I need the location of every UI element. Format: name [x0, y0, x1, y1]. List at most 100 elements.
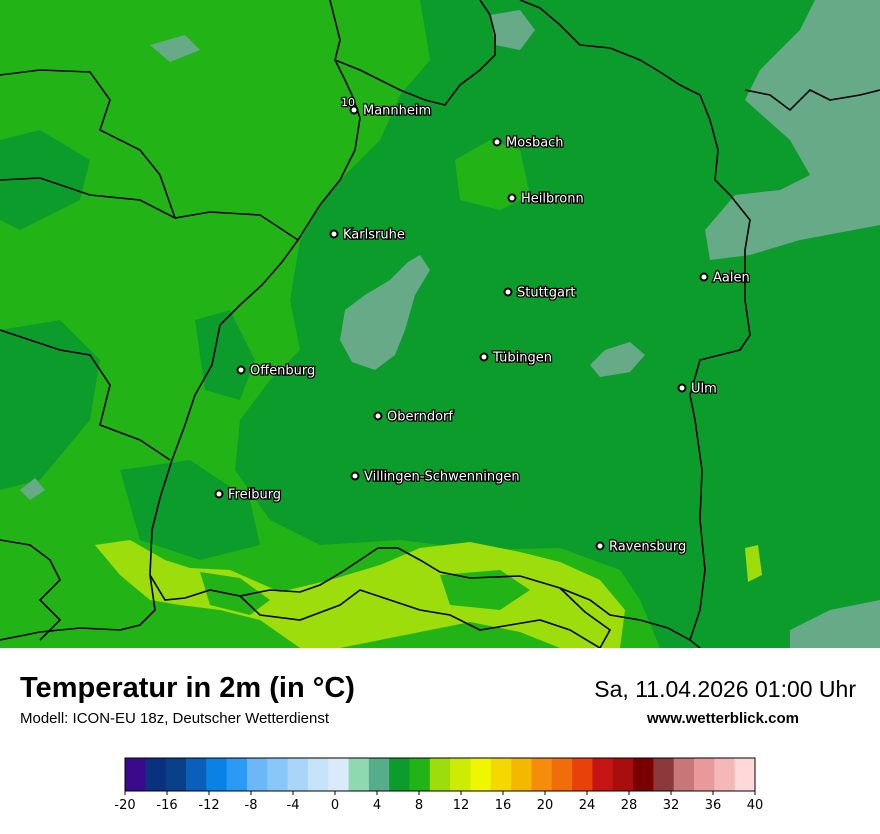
border-rhineland	[0, 177, 299, 241]
legend-swatch	[287, 758, 309, 791]
legend-swatch	[145, 758, 167, 791]
temp-band-4-6-nw	[150, 35, 200, 62]
border-hesse	[329, 0, 496, 106]
temp-band-10-12-south-inset	[200, 572, 270, 615]
temp-band-4-6-far-se	[790, 600, 880, 648]
color-legend: -20 -16 -12 -8 -4 0 4 8 12 16 20 24 28 32 36 40	[0, 756, 880, 830]
city-dot-icon	[479, 352, 489, 362]
city-dot-icon	[236, 365, 246, 375]
legend-tick-label: 28	[621, 798, 638, 813]
map-canvas: 10 MannheimMosbachHeilbronnKarlsruheAale…	[0, 0, 880, 648]
city-marker: Aalen	[699, 269, 751, 287]
city-dot-icon	[349, 105, 359, 115]
border-france	[0, 329, 171, 461]
model-source: Modell: ICON-EU 18z, Deutscher Wetterdie…	[20, 710, 330, 727]
legend-tick-label: 40	[747, 798, 764, 813]
border-lines	[0, 0, 880, 648]
legend-tick-label: 0	[331, 798, 339, 813]
city-label: Villingen-Schwenningen	[364, 470, 520, 485]
legend-swatch	[694, 758, 715, 791]
legend-tick-label: -12	[198, 798, 219, 813]
legend-swatch	[226, 758, 248, 791]
city-label: Stuttgart	[517, 286, 575, 301]
city-label: Mannheim	[363, 104, 431, 119]
legend-swatch	[450, 758, 471, 791]
legend-tick-label: 32	[663, 798, 680, 813]
legend-swatch	[185, 758, 207, 791]
legend-swatch	[409, 758, 431, 791]
city-dot-icon	[214, 489, 224, 499]
legend-swatch	[612, 758, 634, 791]
border-south-inner	[239, 589, 601, 648]
website-link[interactable]: www.wetterblick.com	[647, 710, 799, 727]
city-marker: Mannheim	[349, 102, 432, 120]
legend-ticks: -20 -16 -12 -8 -4 0 4 8 12 16 20 24 28 32 36 40	[114, 791, 763, 813]
legend-swatch	[389, 758, 410, 791]
legend-tick-label: -4	[287, 798, 300, 813]
city-label: Karlsruhe	[343, 228, 405, 243]
city-label: Oberndorf	[387, 410, 453, 425]
temp-band-4-6-sw	[20, 478, 45, 500]
legend-swatch	[328, 758, 349, 791]
city-dot-icon	[350, 471, 360, 481]
city-dot-icon	[677, 383, 687, 393]
city-label: Mosbach	[506, 136, 564, 151]
temp-band-12-14-east-spot	[745, 545, 762, 582]
temp-band-8-10-inset-sw	[0, 320, 100, 490]
city-marker: Oberndorf	[373, 408, 455, 426]
legend-swatch	[125, 758, 146, 791]
temp-band-10-12-pocket2	[260, 0, 340, 80]
legend-tick-label: -16	[156, 798, 177, 813]
city-marker: Mosbach	[492, 134, 565, 152]
city-label: Freiburg	[228, 488, 281, 503]
city-marker: Heilbronn	[507, 190, 585, 208]
legend-swatch	[572, 758, 593, 791]
temp-band-4-6-alb	[590, 342, 645, 377]
legend-tick-label: 8	[415, 798, 423, 813]
forecast-datetime: Sa, 11.04.2026 01:00 Uhr	[594, 676, 856, 702]
legend-swatches	[125, 758, 756, 791]
border-bavaria	[519, 0, 751, 641]
legend-swatch	[714, 758, 736, 791]
temp-band-8-10-inset-south	[120, 460, 260, 560]
city-marker: Offenburg	[236, 362, 317, 380]
legend-swatch	[673, 758, 695, 791]
city-dot-icon	[373, 411, 383, 421]
map-title: Temperatur in 2m (in °C)	[20, 672, 355, 704]
legend-frame	[124, 757, 756, 792]
legend-swatch	[348, 758, 370, 791]
temperature-map: 10 Mannheim Mosbach Heilbronn Karlsruhe Aale…	[0, 0, 880, 648]
legend-canvas: -20 -16 -12 -8 -4 0 4 8 12 16 20 24 28 32 36 40	[114, 757, 763, 813]
city-marker: Ulm	[677, 380, 718, 398]
temp-band-4-6-schoenbuch	[340, 255, 430, 370]
border-lake-constance	[559, 587, 612, 648]
city-label: Ulm	[691, 382, 717, 397]
legend-swatch	[165, 758, 187, 791]
map-footer: Temperatur in 2m (in °C) Modell: ICON-EU…	[0, 648, 880, 830]
city-label: Offenburg	[250, 364, 315, 379]
city-dot-icon	[699, 272, 709, 282]
legend-tick-label: 4	[373, 798, 381, 813]
border-baden-wuerttemberg	[149, 59, 701, 648]
city-dot-icon	[503, 287, 513, 297]
legend-swatch	[470, 758, 492, 791]
city-label: Ravensburg	[609, 540, 686, 555]
border-north	[0, 69, 176, 219]
legend-tick-label: 36	[705, 798, 722, 813]
city-dot-icon	[507, 193, 517, 203]
legend-swatch	[511, 758, 532, 791]
legend-tick-label: 20	[537, 798, 554, 813]
legend-tick-label: 12	[453, 798, 470, 813]
city-marker: Villingen-Schwenningen	[350, 468, 521, 486]
legend-tick-label: 16	[495, 798, 512, 813]
city-label: Heilbronn	[521, 192, 584, 207]
legend-swatch	[429, 758, 451, 791]
temp-band-10-12-south-inset2	[440, 570, 530, 610]
temp-band-10-12-pocket	[455, 140, 530, 210]
temp-band-4-6-north	[490, 10, 535, 50]
legend-tick-label: 24	[579, 798, 596, 813]
temp-band-12-14-south	[95, 540, 625, 648]
city-marker: Tübingen	[479, 349, 553, 367]
city-marker: Karlsruhe	[329, 226, 406, 244]
city-dot-icon	[329, 229, 339, 239]
